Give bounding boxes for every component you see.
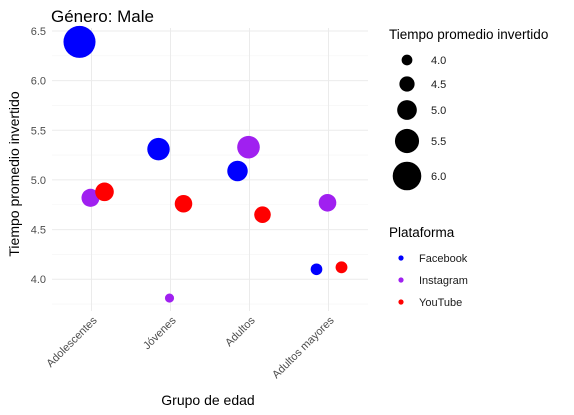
size-legend-label: 4.0 [431, 55, 446, 67]
data-point-facebook [63, 25, 96, 58]
y-tick-label: 4.0 [31, 274, 46, 286]
color-legend-label: Facebook [419, 253, 468, 265]
x-tick-label: Adultos [223, 314, 258, 349]
data-point-facebook [227, 160, 248, 182]
size-legend-label: 6.0 [431, 171, 446, 183]
color-legend: Plataforma Facebook Instagram YouTube [389, 225, 468, 309]
size-legend-title: Tiempo promedio invertido [389, 27, 548, 42]
data-point-youtube [254, 206, 271, 223]
color-legend-key [398, 299, 404, 305]
size-legend: Tiempo promedio invertido 4.0 4.5 5.0 5.5 6.… [389, 27, 548, 191]
x-axis-ticks: Adolescentes Jóvenes Adultos Adultos mayore… [44, 314, 337, 381]
data-point-instagram [164, 293, 175, 303]
data-point-youtube [95, 182, 114, 202]
data-point-facebook [310, 263, 323, 276]
y-axis-title: Tiempo promedio invertido [6, 91, 22, 256]
x-tick-label: Jóvenes [141, 314, 179, 352]
y-tick-label: 6.5 [31, 26, 46, 38]
size-legend-key [397, 100, 417, 120]
data-point-youtube [174, 194, 193, 213]
grid [52, 28, 368, 311]
color-legend-label: Instagram [419, 275, 468, 287]
size-legend-label: 4.5 [431, 79, 446, 91]
color-legend-key [398, 277, 404, 283]
data-point-youtube [335, 261, 348, 274]
data-point-facebook [147, 137, 170, 161]
size-legend-label: 5.5 [431, 136, 446, 148]
size-legend-key [401, 54, 413, 66]
data-points [63, 25, 348, 303]
x-tick-label: Adultos mayores [270, 314, 337, 381]
data-point-instagram [237, 135, 260, 159]
x-axis-title: Grupo de edad [161, 392, 254, 408]
data-point-instagram [81, 188, 100, 207]
y-tick-label: 4.5 [31, 225, 46, 237]
size-legend-key [394, 128, 420, 154]
color-legend-title: Plataforma [389, 225, 455, 240]
y-tick-label: 5.0 [31, 175, 46, 187]
chart-title: Género: Male [51, 7, 154, 26]
data-point-instagram [318, 193, 337, 212]
color-legend-key [398, 255, 404, 261]
size-legend-key [392, 161, 422, 191]
color-legend-label: YouTube [419, 297, 462, 309]
y-tick-label: 6.0 [31, 76, 46, 88]
y-tick-label: 5.5 [31, 125, 46, 137]
size-legend-label: 5.0 [431, 105, 446, 117]
y-axis-ticks: 4.0 4.5 5.0 5.5 6.0 6.5 [31, 26, 46, 286]
size-legend-key [399, 76, 415, 92]
x-tick-label: Adolescentes [44, 314, 100, 370]
